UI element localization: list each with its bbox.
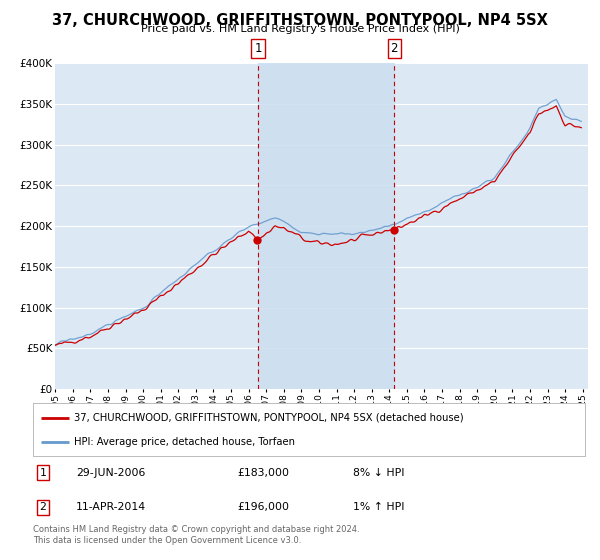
- Text: 37, CHURCHWOOD, GRIFFITHSTOWN, PONTYPOOL, NP4 5SX: 37, CHURCHWOOD, GRIFFITHSTOWN, PONTYPOOL…: [52, 13, 548, 28]
- Text: £196,000: £196,000: [237, 502, 289, 512]
- Bar: [258, 63, 394, 389]
- Text: 2: 2: [40, 502, 46, 512]
- Text: £183,000: £183,000: [237, 468, 289, 478]
- Text: HPI: Average price, detached house, Torfaen: HPI: Average price, detached house, Torf…: [74, 437, 295, 447]
- Text: Price paid vs. HM Land Registry's House Price Index (HPI): Price paid vs. HM Land Registry's House …: [140, 24, 460, 34]
- Text: 2: 2: [391, 42, 398, 55]
- Text: 29-JUN-2006: 29-JUN-2006: [76, 468, 145, 478]
- Text: 1: 1: [40, 468, 46, 478]
- Text: 11-APR-2014: 11-APR-2014: [76, 502, 146, 512]
- Text: 1% ↑ HPI: 1% ↑ HPI: [353, 502, 404, 512]
- Text: 37, CHURCHWOOD, GRIFFITHSTOWN, PONTYPOOL, NP4 5SX (detached house): 37, CHURCHWOOD, GRIFFITHSTOWN, PONTYPOOL…: [74, 413, 464, 423]
- Text: This data is licensed under the Open Government Licence v3.0.: This data is licensed under the Open Gov…: [33, 536, 301, 545]
- Text: Contains HM Land Registry data © Crown copyright and database right 2024.: Contains HM Land Registry data © Crown c…: [33, 525, 359, 534]
- Text: 8% ↓ HPI: 8% ↓ HPI: [353, 468, 404, 478]
- Text: 1: 1: [254, 42, 262, 55]
